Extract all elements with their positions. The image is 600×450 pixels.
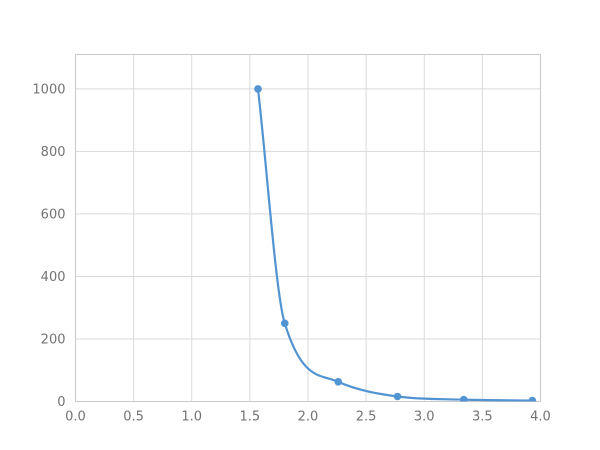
plot-area-border xyxy=(75,54,541,402)
y-tick-label: 1000 xyxy=(32,82,65,97)
data-point-marker xyxy=(334,378,343,386)
x-tick-label: 0.0 xyxy=(65,410,86,425)
x-tick-label: 2.5 xyxy=(356,410,377,425)
series-group xyxy=(254,85,537,402)
y-tick-label: 200 xyxy=(41,332,66,347)
data-point-marker xyxy=(280,319,289,328)
data-point-marker xyxy=(459,395,468,402)
x-tick-label: 2.0 xyxy=(298,410,319,425)
data-point-marker xyxy=(393,392,402,401)
data-point-marker xyxy=(528,396,537,402)
y-tick-label: 400 xyxy=(41,270,66,285)
x-tick-label: 1.0 xyxy=(181,410,202,425)
y-tick-label: 0 xyxy=(57,395,65,410)
data-point-marker xyxy=(254,85,262,93)
x-tick-label: 3.5 xyxy=(472,410,493,425)
y-tick-label: 600 xyxy=(41,207,66,222)
x-tick-label: 0.5 xyxy=(123,410,144,425)
x-tick-label: 1.5 xyxy=(240,410,261,425)
x-tick-label: 3.0 xyxy=(414,410,435,425)
y-tick-label: 800 xyxy=(41,145,66,160)
x-tick-label: 4.0 xyxy=(530,410,551,425)
